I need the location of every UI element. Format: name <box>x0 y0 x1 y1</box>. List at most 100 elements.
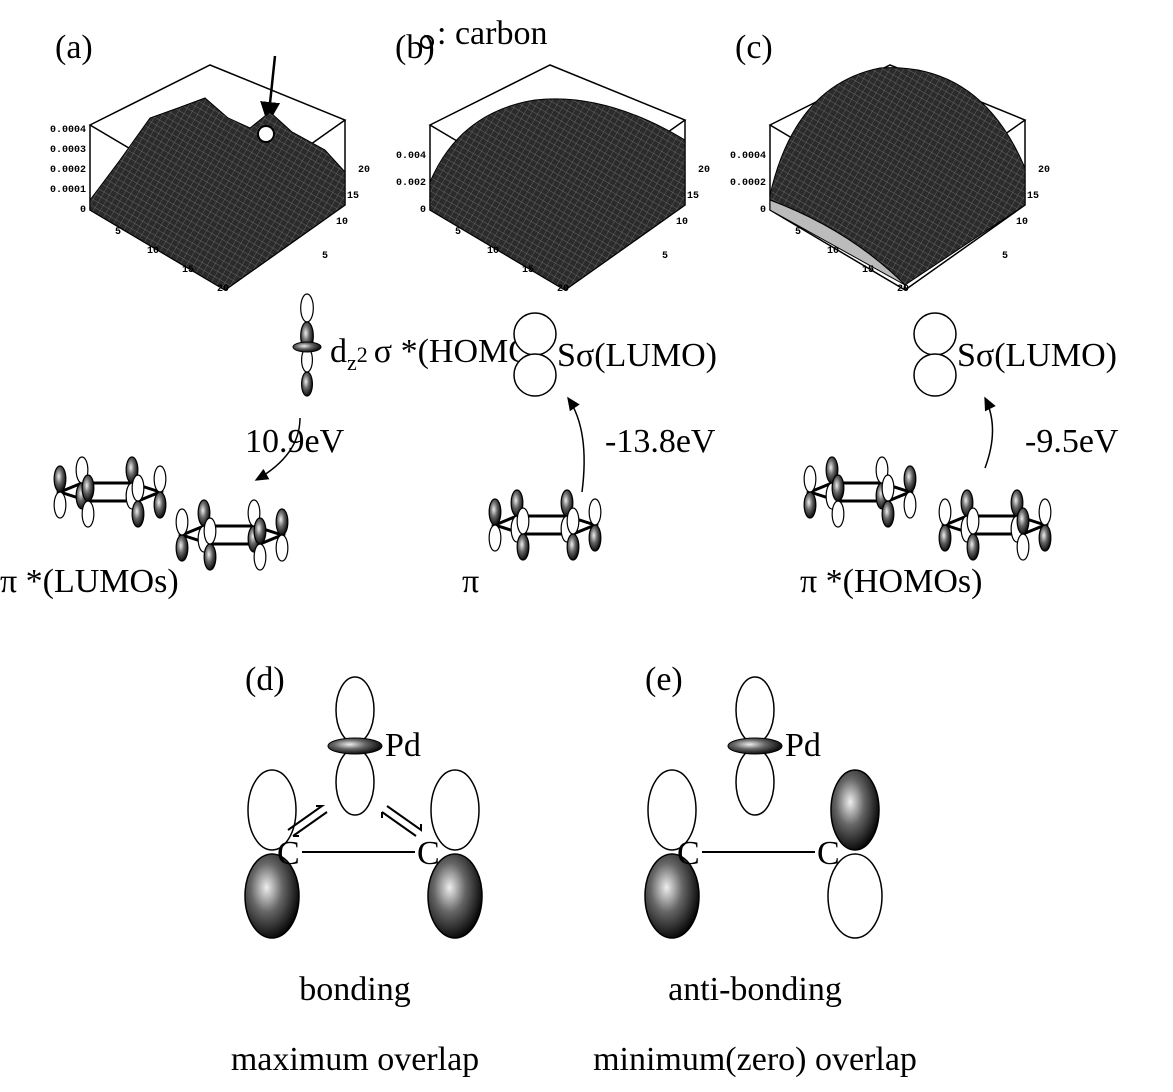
ring <box>182 526 282 544</box>
y-tick-label: 20 <box>1038 165 1050 176</box>
surface <box>90 98 345 290</box>
y-tick-label: 10 <box>336 217 348 228</box>
z-tick-label: 0.0002 <box>50 165 86 176</box>
x-tick-label: 15 <box>862 265 874 276</box>
x-tick-label: 20 <box>217 284 229 295</box>
metal-label: Pd <box>785 727 821 764</box>
z-tick-label: 0.002 <box>396 178 426 189</box>
lobe <box>1017 534 1029 560</box>
z-tick-label: 0 <box>420 205 426 216</box>
lobe <box>489 525 501 551</box>
lobe <box>254 544 266 570</box>
orbital-label-part: 2 <box>357 342 368 367</box>
caption: bonding <box>299 971 410 1008</box>
y-tick-label: 15 <box>687 191 699 202</box>
z-tick-label: 0.0004 <box>50 125 86 136</box>
lobe <box>276 509 288 535</box>
lobe <box>254 518 266 544</box>
lobe <box>804 466 816 492</box>
metal-label: Pd <box>385 727 421 764</box>
torus <box>728 738 782 754</box>
atom-label: C <box>677 835 700 872</box>
lobe <box>1017 508 1029 534</box>
orbital-label: Sσ(LUMO) <box>557 337 717 374</box>
lobe <box>301 294 314 322</box>
y-tick-label: 20 <box>698 165 710 176</box>
panel-label: (a) <box>55 29 93 66</box>
lobe <box>736 749 774 815</box>
atom-label: C <box>277 835 300 872</box>
lobe <box>967 508 979 534</box>
x-tick-label: 20 <box>897 284 909 295</box>
lobe <box>336 677 374 743</box>
y-tick-label: 20 <box>358 165 370 176</box>
x-tick-label: 5 <box>455 227 461 238</box>
x-tick-label: 5 <box>115 227 121 238</box>
lobe <box>589 525 601 551</box>
lobe <box>132 475 144 501</box>
lobe <box>132 501 144 527</box>
ring <box>945 516 1045 534</box>
s-lobe <box>514 313 556 355</box>
figure: : carbon (a)0.00040.00030.00020.00010510… <box>0 0 1173 1092</box>
page: {"panels": [ {"label": "(a)", "z_ticks":… <box>0 0 1173 1092</box>
lobe <box>904 492 916 518</box>
lobe <box>567 508 579 534</box>
lobe <box>882 475 894 501</box>
z-tick-label: 0.004 <box>396 151 426 162</box>
lobe <box>276 535 288 561</box>
y-tick-label: 5 <box>1002 251 1008 262</box>
y-tick-label: 10 <box>1016 217 1028 228</box>
lobe <box>967 534 979 560</box>
lobe <box>1039 525 1051 551</box>
x-tick-label: 10 <box>827 246 839 257</box>
y-tick-label: 10 <box>676 217 688 228</box>
x-tick-label: 5 <box>795 227 801 238</box>
panel: (a)0.00040.00030.00020.00010510152020151… <box>0 29 544 600</box>
bottom-label: π <box>462 563 479 600</box>
lobe <box>567 534 579 560</box>
orbital-label-part: d <box>330 333 347 370</box>
torus <box>293 342 321 352</box>
energy: -9.5eV <box>1025 423 1119 460</box>
panel-label: (b) <box>395 29 435 66</box>
atom-label: C <box>417 835 440 872</box>
lobe <box>176 535 188 561</box>
carbon-site <box>258 126 274 142</box>
lobe <box>904 466 916 492</box>
energy: 10.9eV <box>245 423 345 460</box>
orbital-label-part: z <box>347 350 357 375</box>
lobe <box>882 501 894 527</box>
torus <box>328 738 382 754</box>
lobe <box>302 372 313 396</box>
surface <box>430 99 685 290</box>
lobe <box>489 499 501 525</box>
lobe <box>204 544 216 570</box>
ring <box>60 483 160 501</box>
y-tick-label: 5 <box>322 251 328 262</box>
lobe <box>82 501 94 527</box>
lobe <box>82 475 94 501</box>
orbital-label: Sσ(LUMO) <box>957 337 1117 374</box>
caption: anti-bonding <box>668 971 842 1008</box>
panel-label: (c) <box>735 29 773 66</box>
x-tick-label: 15 <box>182 265 194 276</box>
y-tick-label: 15 <box>347 191 359 202</box>
lobe <box>832 501 844 527</box>
s-lobe <box>914 354 956 396</box>
x-tick-label: 15 <box>522 265 534 276</box>
bottom-label: π *(LUMOs) <box>0 563 179 600</box>
panel-label: (e) <box>645 661 683 698</box>
z-tick-label: 0.0004 <box>730 151 766 162</box>
surface <box>770 68 1025 285</box>
lobe <box>204 518 216 544</box>
lobe <box>517 534 529 560</box>
carbon-note: : carbon <box>437 15 547 52</box>
x-tick-label: 10 <box>147 246 159 257</box>
panel: (c)0.00040.0002051015202015105Sσ(LUMO)-9… <box>730 29 1119 600</box>
panel-label: (d) <box>245 661 285 698</box>
lobe <box>1039 499 1051 525</box>
